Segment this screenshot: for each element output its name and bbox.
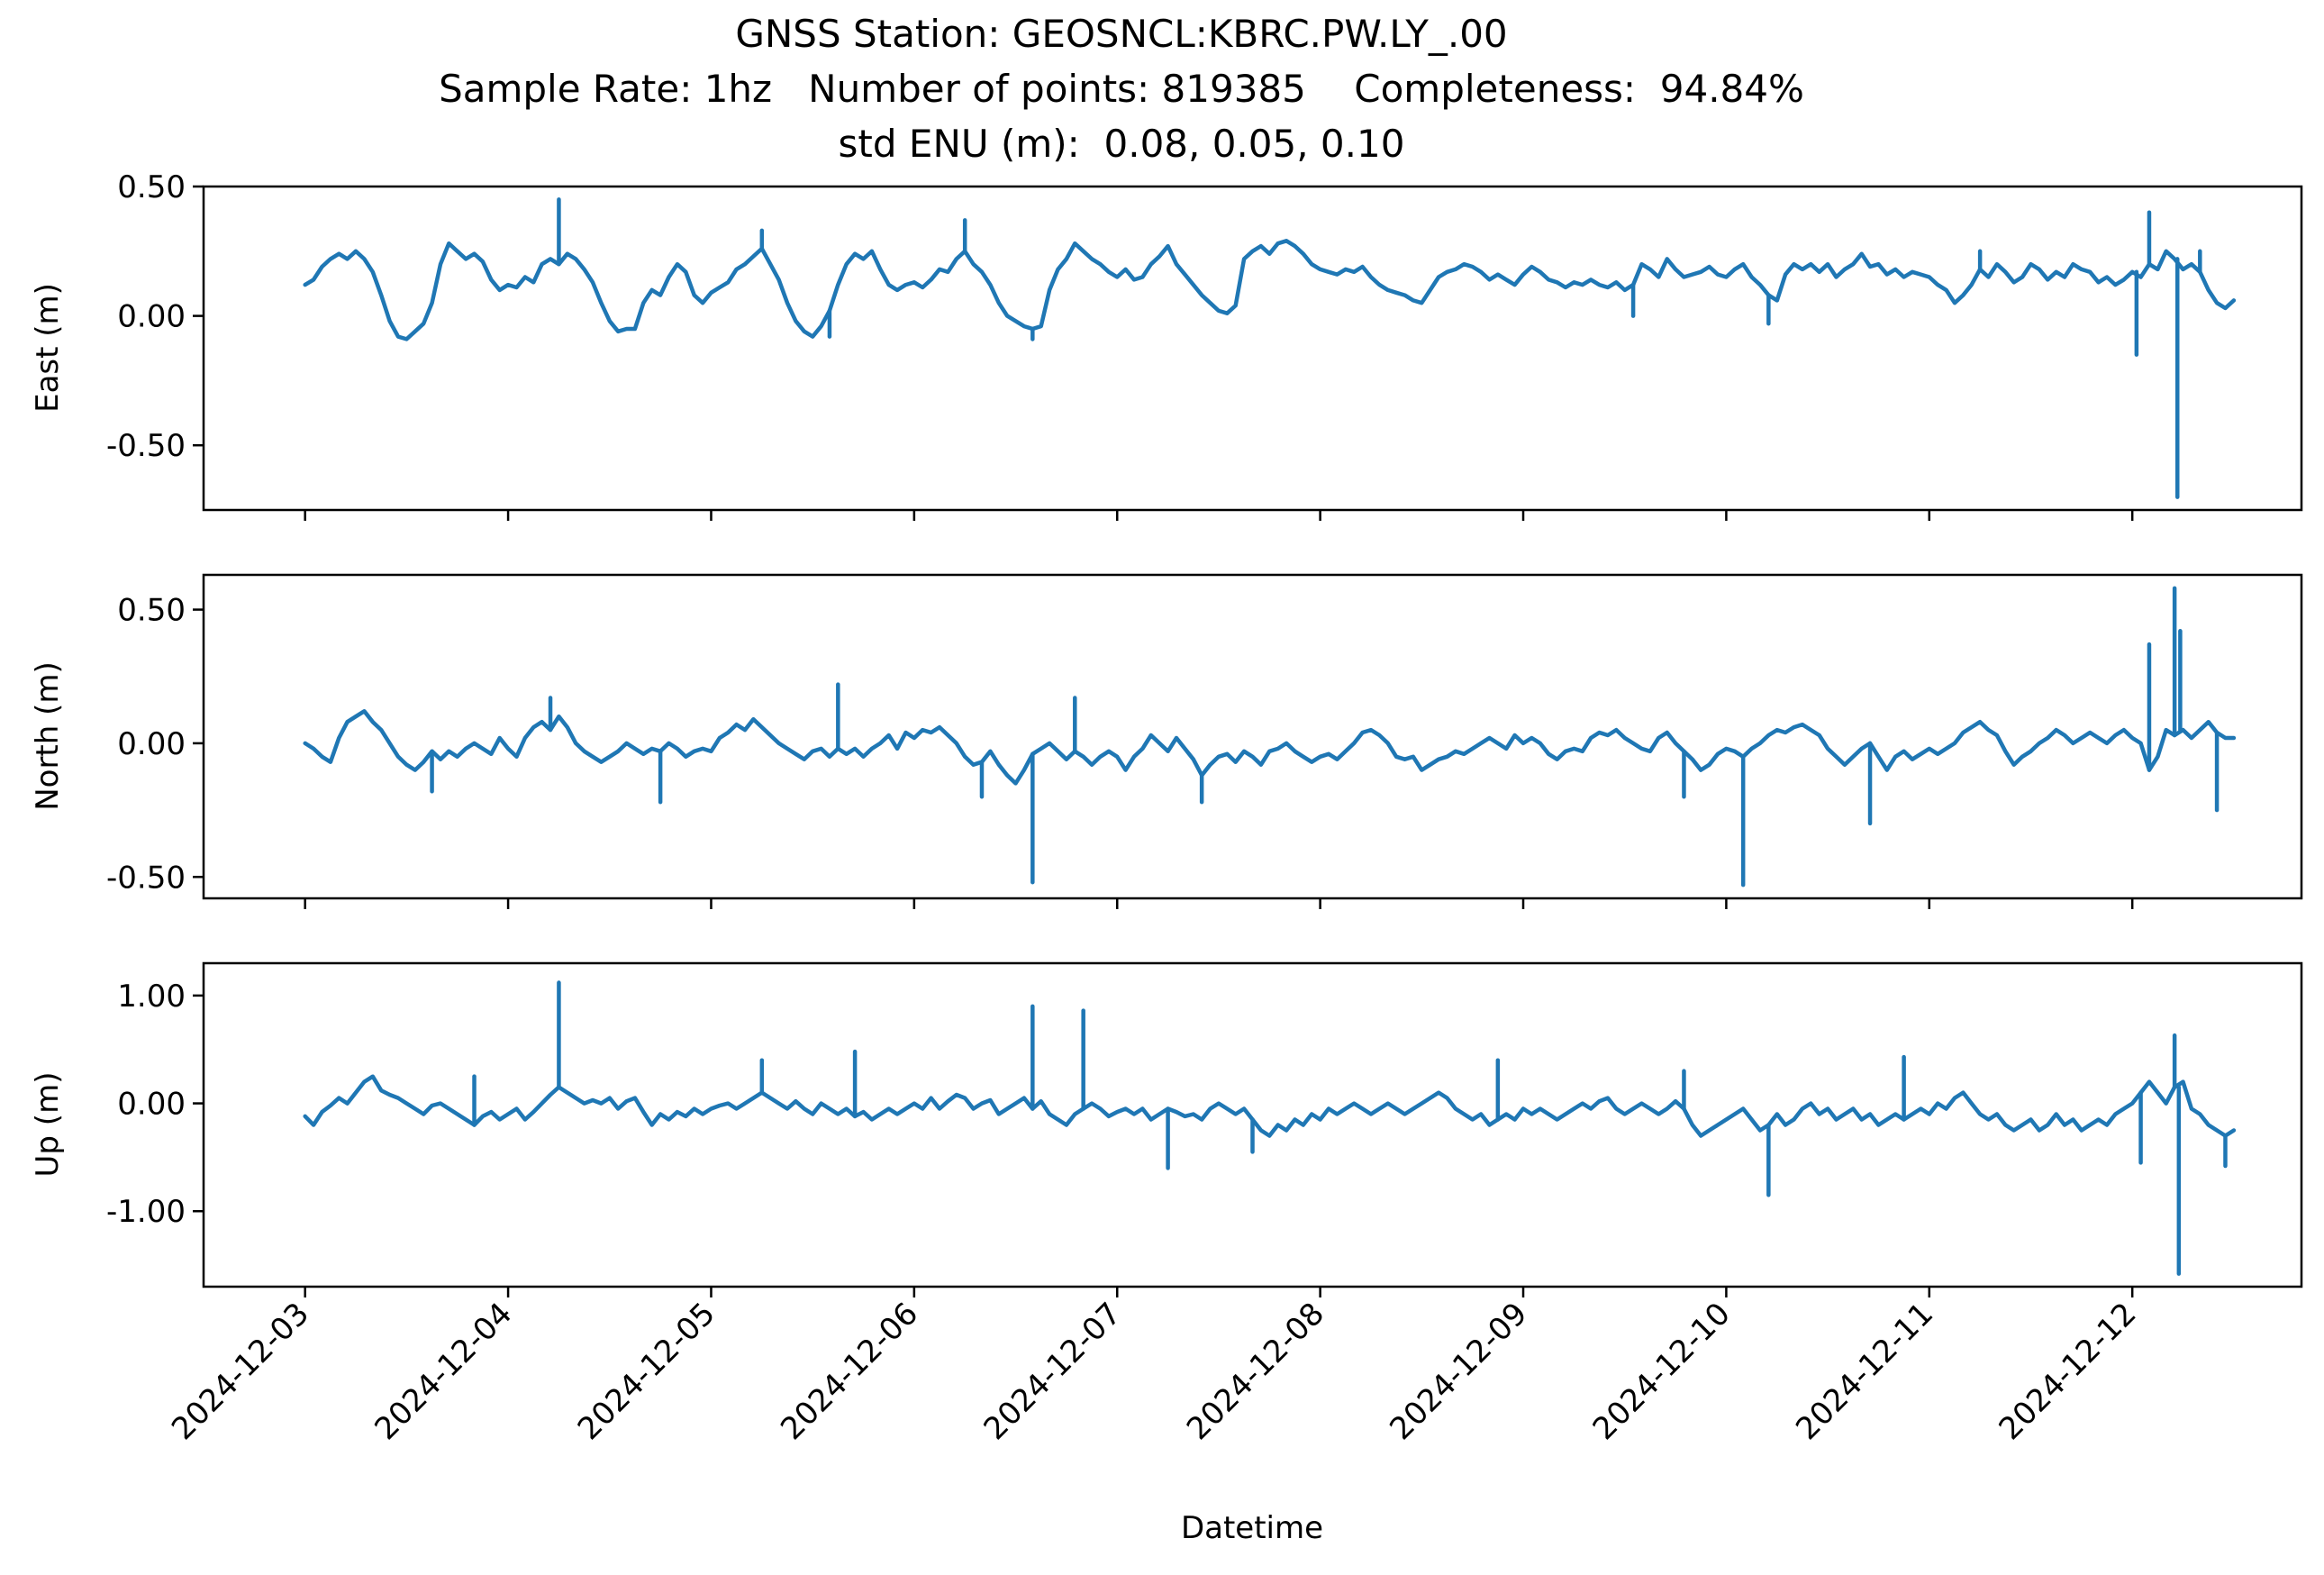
x-tick-label: 2024-12-07	[977, 1296, 1129, 1447]
up-y-tick-label: 1.00	[117, 979, 186, 1015]
chart-title-line-3: std ENU (m): 0.08, 0.05, 0.10	[839, 122, 1405, 166]
north-y-tick-label: 0.00	[117, 726, 186, 762]
x-axis-label: Datetime	[1181, 1510, 1323, 1546]
up-y-ticks: 1.00 0.00 -1.00	[106, 979, 204, 1230]
north-plot-frame	[202, 573, 2303, 900]
x-tick-label: 2024-12-12	[1993, 1296, 2144, 1447]
east-y-tick-label: 0.00	[117, 299, 186, 335]
x-tick-label: 2024-12-06	[774, 1296, 925, 1447]
east-x-ticks	[304, 510, 2134, 521]
north-y-tick-label: 0.50	[117, 593, 186, 629]
x-tick-label: 2024-12-04	[368, 1296, 519, 1447]
up-x-ticks	[304, 1287, 2134, 1297]
panel-east: 0.50 0.00 -0.50 East (m)	[30, 169, 2303, 521]
up-y-tick-label: -1.00	[106, 1194, 186, 1230]
x-tick-label: 2024-12-11	[1789, 1296, 1940, 1447]
chart-title-line-1: GNSS Station: GEOSNCL:KBRC.PW.LY_.00	[735, 12, 1507, 56]
panel-up: 1.00 0.00 -1.00 Up (m)	[30, 961, 2303, 1297]
north-series	[303, 586, 2237, 888]
north-y-ticks: 0.50 0.00 -0.50	[106, 593, 204, 896]
east-y-ticks: 0.50 0.00 -0.50	[106, 169, 204, 464]
east-series-line	[303, 239, 2237, 341]
north-series-line	[303, 709, 2237, 786]
up-series	[303, 980, 2237, 1276]
east-y-tick-label: 0.50	[117, 169, 186, 205]
east-y-axis-label: East (m)	[30, 283, 66, 413]
chart-title-line-2: Sample Rate: 1hz Number of points: 81938…	[439, 67, 1804, 111]
east-y-tick-label: -0.50	[106, 428, 186, 464]
x-tick-labels: 2024-12-03 2024-12-04 2024-12-05 2024-12-06…	[165, 1296, 2143, 1447]
east-plot-frame	[202, 185, 2303, 512]
x-tick-label: 2024-12-05	[571, 1296, 722, 1447]
north-y-tick-label: -0.50	[106, 860, 186, 896]
north-y-axis-label: North (m)	[30, 661, 66, 811]
panel-north: 0.50 0.00 -0.50 North (m)	[30, 573, 2303, 909]
x-tick-label: 2024-12-09	[1383, 1296, 1534, 1447]
up-plot-frame	[202, 961, 2303, 1288]
up-y-axis-label: Up (m)	[30, 1072, 66, 1178]
x-tick-label: 2024-12-08	[1180, 1296, 1331, 1447]
north-x-ticks	[304, 898, 2134, 909]
east-series	[303, 197, 2237, 499]
up-series-line	[303, 1074, 2237, 1138]
x-tick-label: 2024-12-10	[1586, 1296, 1738, 1447]
x-tick-label: 2024-12-03	[165, 1296, 316, 1447]
up-y-tick-label: 0.00	[117, 1087, 186, 1123]
